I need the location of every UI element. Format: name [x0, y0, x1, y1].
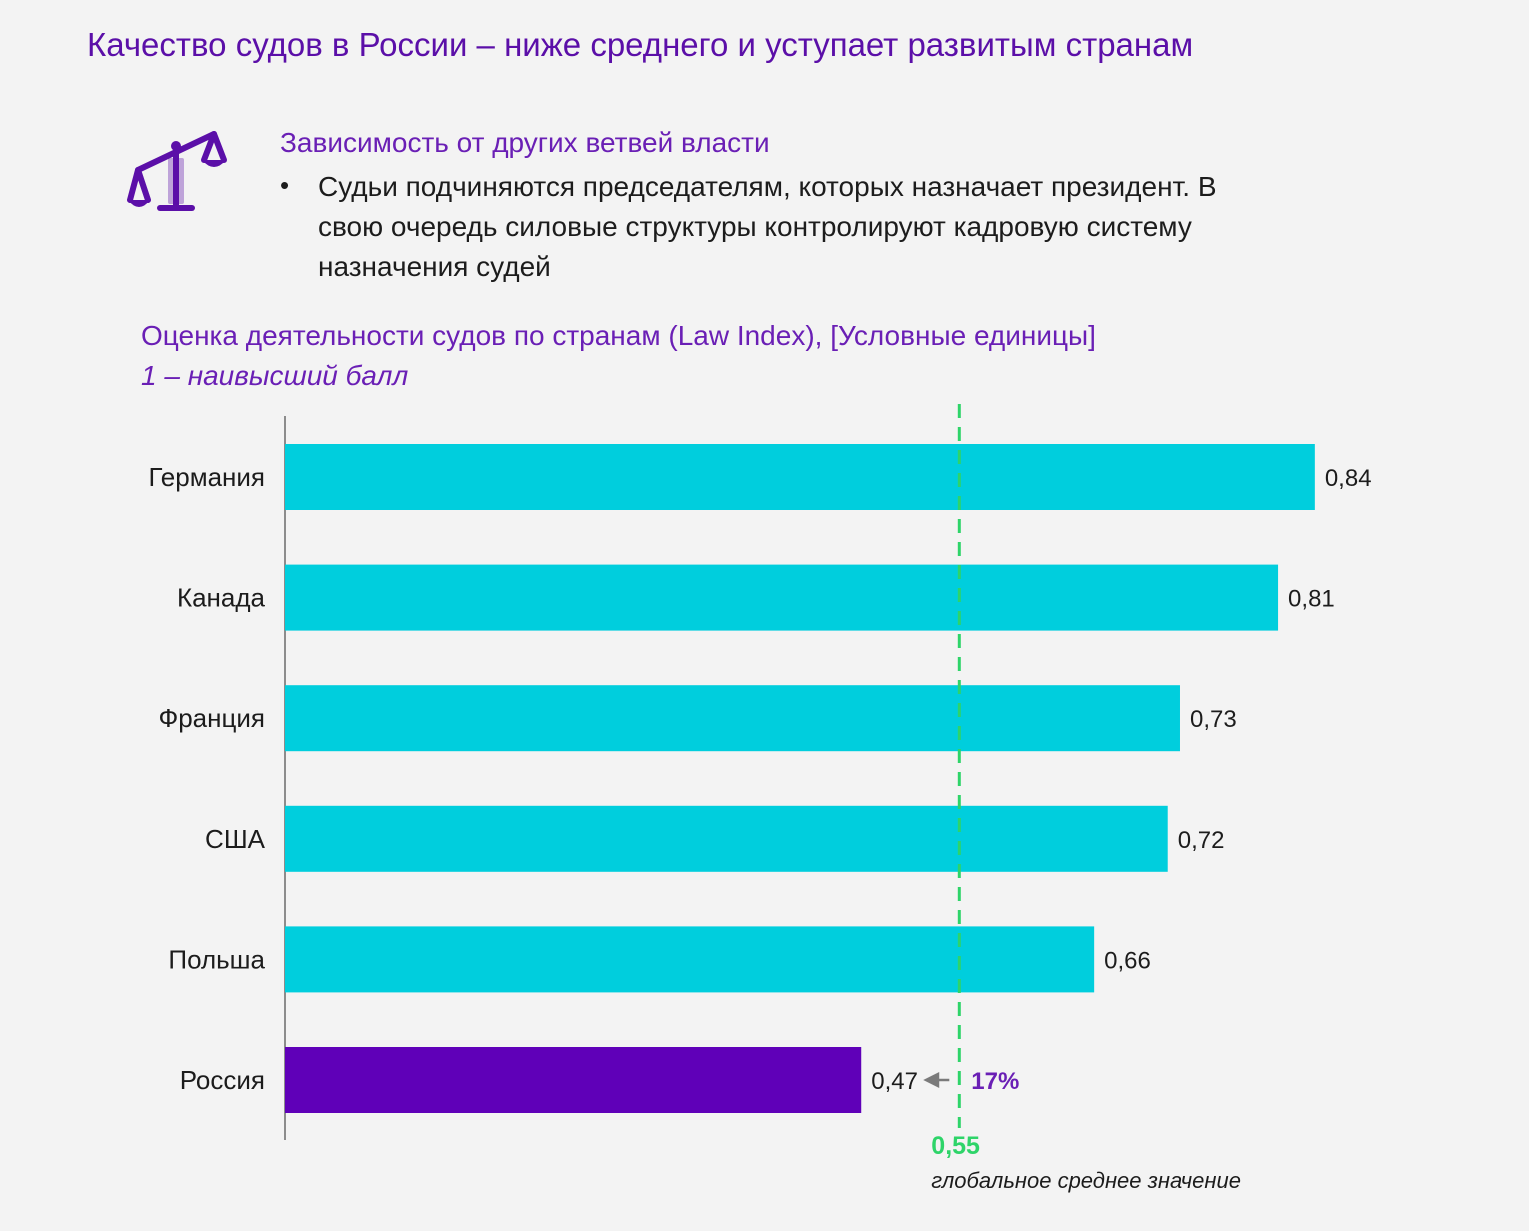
bullet-marker: • — [280, 170, 290, 200]
category-label: США — [205, 824, 266, 854]
bar — [285, 1047, 862, 1113]
value-label: 0,66 — [1104, 947, 1151, 974]
value-label: 0,84 — [1325, 465, 1372, 492]
bar — [285, 564, 1279, 631]
bar — [285, 805, 1168, 872]
category-label: Польша — [168, 944, 265, 974]
chart-subtitle: 1 – наивысший балл — [141, 360, 409, 391]
value-label: 0,47 — [871, 1068, 918, 1095]
category-label: Россия — [180, 1065, 265, 1095]
bar — [285, 685, 1180, 752]
bullet-text: Судьи подчиняются председателям, которых… — [318, 171, 1217, 282]
reference-value-label: 0,55 — [931, 1132, 980, 1160]
bar — [285, 444, 1315, 510]
value-label: 0,72 — [1178, 827, 1225, 854]
bar — [285, 926, 1095, 993]
value-label: 0,81 — [1288, 586, 1335, 613]
chart-title: Оценка деятельности судов по странам (La… — [141, 320, 1096, 351]
reference-line-label: глобальное среднее значение — [931, 1168, 1241, 1193]
section-heading: Зависимость от других ветвей власти — [280, 127, 770, 158]
category-label: Франция — [158, 703, 265, 733]
value-label: 0,73 — [1190, 706, 1237, 733]
page-title: Качество судов в России – ниже среднего … — [87, 26, 1194, 63]
gap-arrow-head — [923, 1072, 940, 1088]
category-label: Германия — [148, 462, 265, 492]
scales-of-justice-icon — [127, 131, 227, 211]
gap-annotation: 17% — [971, 1068, 1019, 1095]
category-label: Канада — [177, 583, 266, 613]
chart-title-block: Оценка деятельности судов по странам (La… — [141, 316, 1096, 396]
